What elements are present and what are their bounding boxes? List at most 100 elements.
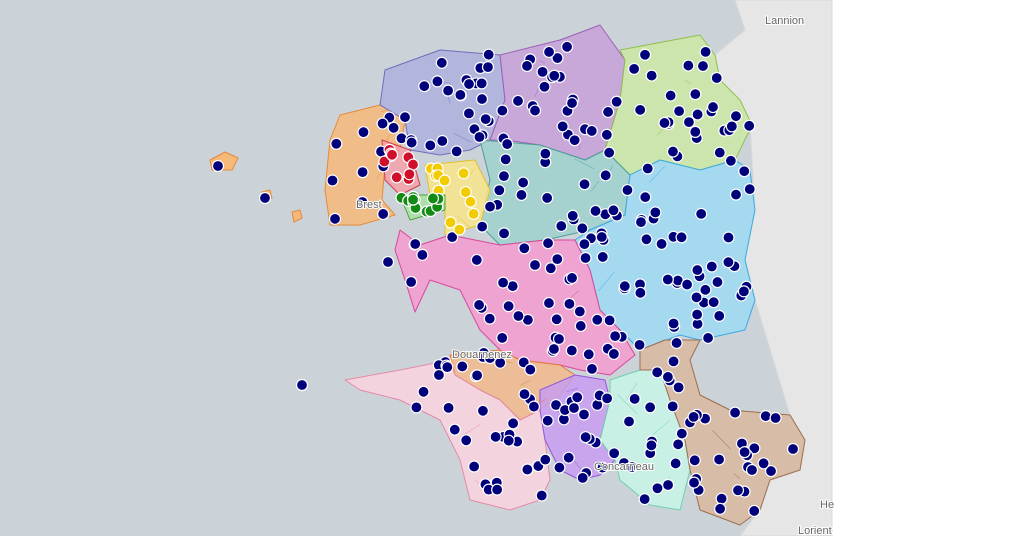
marker: [326, 174, 339, 187]
marker: [515, 188, 528, 202]
commune-boundary: [648, 166, 665, 184]
marker: [441, 361, 454, 374]
marker: [757, 457, 770, 470]
marker: [528, 104, 542, 117]
commune-boundary: [566, 387, 579, 393]
marker: [725, 120, 738, 133]
marker: [672, 438, 685, 451]
marker: [417, 385, 430, 398]
markers: [211, 40, 800, 518]
marker: [582, 348, 595, 361]
marker: [599, 169, 612, 182]
marker: [473, 130, 486, 144]
place-label: He: [820, 499, 834, 511]
marker: [431, 75, 444, 88]
marker: [682, 116, 696, 129]
marker: [687, 476, 701, 489]
marker: [376, 117, 389, 130]
marker: [527, 400, 541, 413]
commune-boundary: [649, 420, 670, 438]
marker: [483, 200, 497, 213]
marker: [489, 430, 502, 443]
marker: [356, 195, 369, 209]
marker: [689, 125, 702, 138]
marker: [541, 414, 554, 427]
marker: [499, 153, 512, 166]
marker: [607, 204, 620, 217]
marker: [518, 242, 531, 255]
marker: [542, 296, 556, 310]
marker: [460, 434, 473, 447]
commune-boundary: [520, 379, 531, 386]
marker: [737, 285, 750, 298]
marker: [589, 204, 602, 218]
marker: [450, 145, 463, 158]
marker: [729, 188, 743, 201]
marker: [409, 237, 422, 251]
commune-boundary: [463, 424, 481, 436]
marker: [691, 308, 704, 321]
marker: [696, 59, 710, 73]
marker: [456, 360, 469, 373]
marker: [691, 263, 704, 277]
marker: [578, 178, 591, 191]
marker: [418, 80, 431, 93]
marker: [424, 139, 437, 152]
marker: [211, 159, 225, 173]
marker: [596, 250, 609, 264]
marker: [497, 227, 511, 240]
marker: [711, 275, 724, 289]
marker: [690, 291, 703, 304]
marker: [566, 209, 579, 222]
marker: [390, 171, 403, 184]
marker: [672, 105, 686, 118]
marker: [712, 453, 726, 466]
marker: [695, 207, 708, 220]
marker: [634, 215, 648, 229]
marker: [441, 84, 455, 97]
marker: [405, 275, 418, 289]
marker: [579, 251, 592, 265]
marker: [710, 71, 723, 85]
commune-boundary: [590, 180, 599, 192]
marker: [651, 482, 664, 495]
marker: [724, 154, 737, 167]
marker: [672, 381, 685, 394]
marker: [689, 88, 702, 101]
marker: [462, 107, 476, 120]
place-label: Lannion: [765, 15, 804, 27]
commune-boundary: [617, 394, 638, 415]
regions: [209, 24, 806, 526]
marker: [459, 185, 472, 199]
marker: [483, 312, 496, 325]
marker: [479, 113, 492, 126]
marker: [609, 330, 622, 343]
marker: [664, 89, 677, 102]
marker: [535, 489, 548, 502]
marker: [551, 253, 564, 266]
marker: [764, 464, 778, 478]
marker: [729, 110, 743, 123]
marker: [574, 319, 587, 333]
marker: [502, 300, 515, 313]
marker: [579, 431, 592, 444]
marker: [608, 447, 621, 460]
marker: [634, 286, 647, 299]
marker: [517, 176, 530, 189]
commune-boundary: [380, 109, 389, 112]
marker: [600, 128, 613, 141]
marker: [555, 219, 568, 233]
marker: [644, 401, 657, 414]
marker: [645, 69, 658, 82]
marker: [645, 439, 658, 452]
marker: [387, 121, 400, 134]
marker: [666, 145, 680, 158]
marker: [670, 336, 683, 350]
marker: [706, 100, 720, 114]
marker: [548, 69, 561, 82]
marker: [576, 222, 589, 235]
marker: [699, 45, 712, 58]
marker: [541, 191, 554, 205]
marker: [634, 103, 647, 116]
marker: [661, 370, 675, 384]
